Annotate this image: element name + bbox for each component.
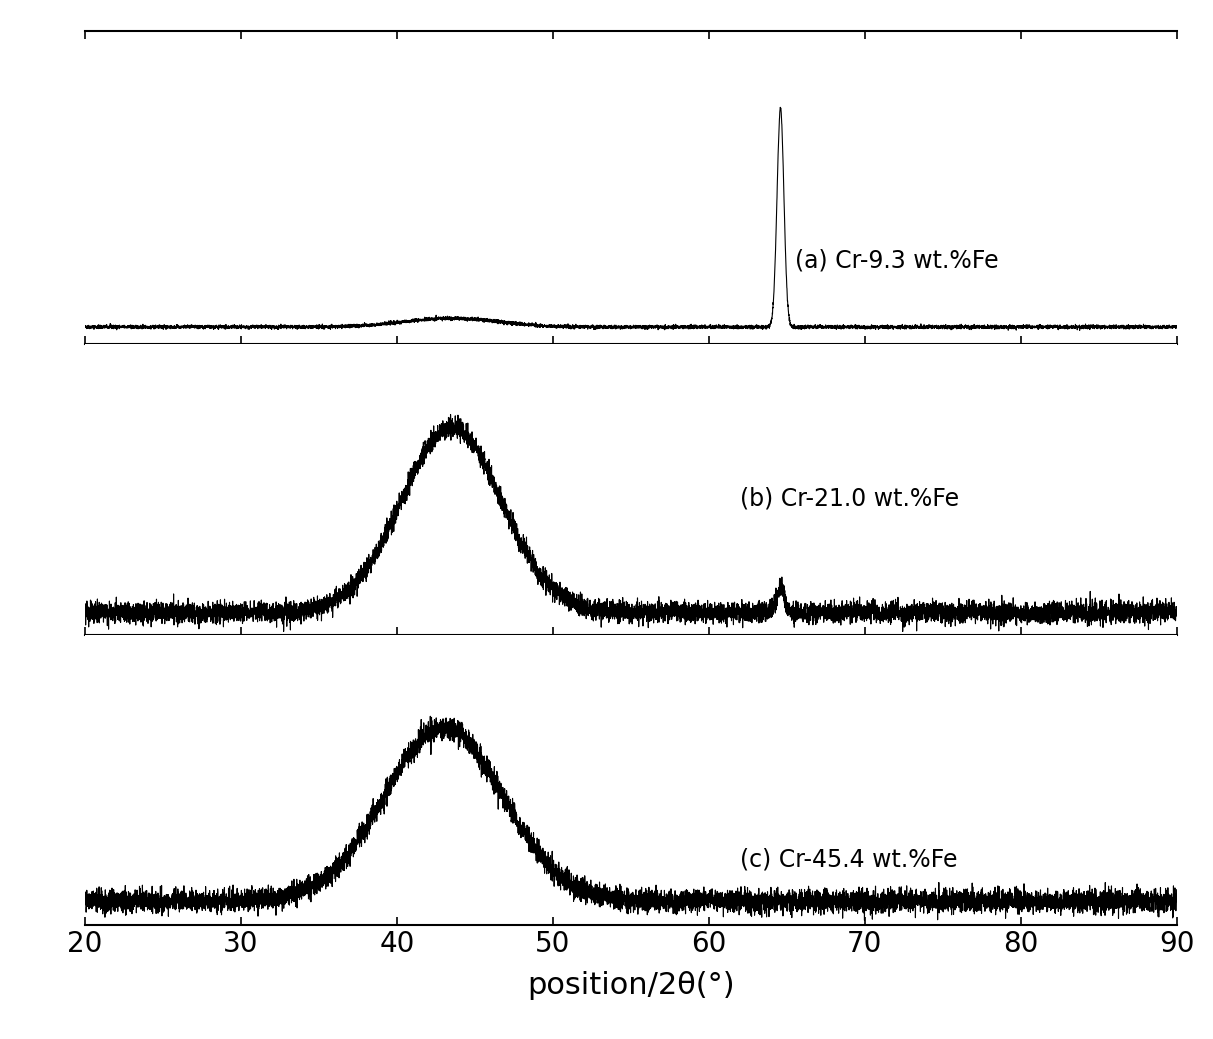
X-axis label: position/2θ(°): position/2θ(°) xyxy=(526,971,735,1001)
Text: (a) Cr-9.3 wt.%Fe: (a) Cr-9.3 wt.%Fe xyxy=(795,248,998,272)
Text: (c) Cr-45.4 wt.%Fe: (c) Cr-45.4 wt.%Fe xyxy=(740,848,957,872)
Text: (b) Cr-21.0 wt.%Fe: (b) Cr-21.0 wt.%Fe xyxy=(740,487,959,511)
